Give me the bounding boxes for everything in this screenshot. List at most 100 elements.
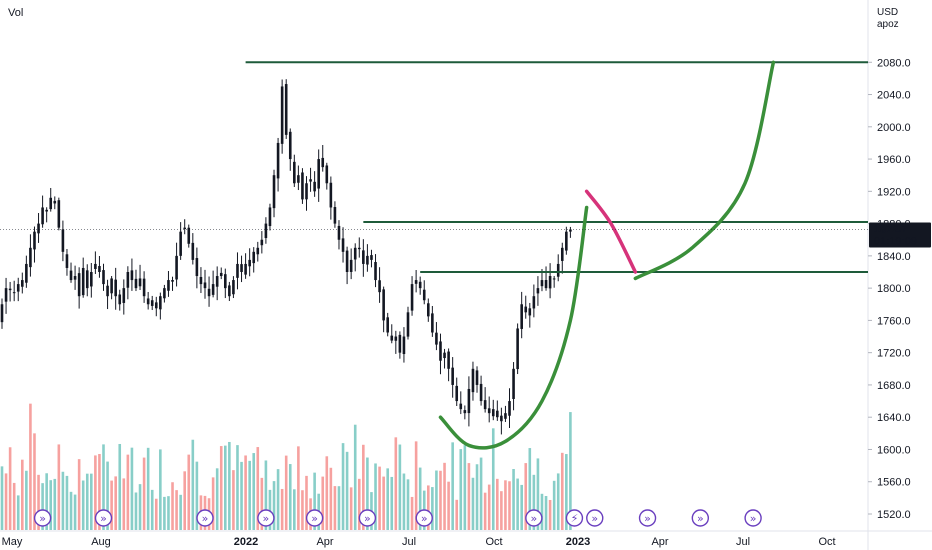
event-marker[interactable]: » (257, 509, 275, 527)
candle-body (25, 263, 28, 283)
event-marker-glyph: » (591, 512, 598, 525)
horizontal-levels[interactable] (245, 61, 868, 273)
event-marker[interactable]: » (586, 509, 604, 527)
volume-bar (49, 480, 53, 530)
event-marker-circle (744, 509, 762, 527)
event-marker-circle (358, 509, 377, 527)
candle-body (508, 401, 511, 416)
candle-body (276, 142, 280, 179)
event-marker[interactable]: » (196, 509, 214, 527)
volume-bar (232, 470, 235, 530)
candle-body (532, 296, 536, 309)
volume-bar (191, 439, 195, 530)
volume-bar (118, 443, 122, 530)
candle-body (443, 352, 446, 359)
volume-bar (333, 486, 337, 530)
candle-body (301, 172, 304, 200)
volume-bar (16, 495, 20, 530)
volume-bar (471, 477, 475, 530)
candle-body (41, 207, 44, 225)
time-tick-label: Oct (485, 536, 502, 548)
volume-bar (459, 449, 463, 530)
candle-body (163, 288, 166, 299)
price-tick-label: 2040.0 (877, 90, 911, 102)
candle-body (536, 288, 540, 294)
volume-bar (29, 403, 32, 530)
volume-bar (410, 496, 414, 530)
candle-body (309, 179, 312, 182)
event-marker-glyph: » (39, 512, 46, 525)
event-marker-circle (94, 509, 113, 527)
cup-curve[interactable] (438, 205, 589, 450)
event-marker[interactable]: » (691, 509, 710, 527)
event-marker[interactable]: » (525, 509, 543, 527)
candle-body (333, 207, 337, 224)
time-tick-label: May (2, 536, 23, 548)
candle-body (317, 159, 320, 189)
event-marker-glyph: » (100, 512, 107, 525)
volume-bar (345, 451, 349, 530)
volume-bar (98, 454, 101, 530)
candle-body (414, 280, 418, 284)
last-price-badge: 1872.7 01:19:09 (869, 222, 931, 248)
candle-body (451, 367, 454, 385)
time-axis[interactable]: May Aug 2022 Apr Jul Oct 2023 Apr Jul Oct (2, 536, 836, 548)
candle-body (183, 227, 186, 230)
plot-area[interactable] (0, 0, 868, 532)
volume-bar (211, 477, 215, 530)
volume-bar (288, 464, 292, 530)
volume-bar (374, 463, 377, 530)
event-marker[interactable]: » (305, 509, 324, 527)
candle-body (236, 263, 239, 278)
event-marker[interactable]: » (638, 509, 657, 527)
volume-bar (122, 478, 126, 530)
candle-body (382, 289, 385, 321)
event-marker-circle (196, 509, 214, 527)
candle-body (29, 247, 32, 268)
candle-body (85, 270, 89, 289)
candle-body (171, 279, 174, 282)
volume-bar (244, 455, 247, 530)
candle-body (215, 276, 219, 287)
candle-body (390, 335, 394, 341)
event-marker[interactable]: ⚡ (565, 509, 584, 527)
volume-bar (85, 473, 89, 530)
event-marker[interactable]: » (33, 509, 52, 527)
volume-bar (150, 489, 154, 530)
handle-curve[interactable] (584, 189, 638, 274)
price-tick-label: 1640.0 (877, 412, 911, 424)
candle-body (240, 264, 243, 272)
time-tick-label: Apr (651, 536, 668, 548)
candle-body (207, 288, 211, 297)
event-marker[interactable]: » (358, 509, 377, 527)
volume-bar (41, 483, 44, 530)
candle-body (90, 272, 93, 287)
event-marker-circle (525, 509, 543, 527)
event-marker[interactable]: » (94, 509, 113, 527)
event-markers[interactable]: » » » » » » » » ⚡ » » » » (33, 509, 762, 527)
price-axis[interactable]: 2080.02040.02000.01960.01920.01880.01840… (868, 57, 911, 521)
volume-bar (313, 472, 316, 530)
event-marker[interactable]: » (744, 509, 762, 527)
candle-body (167, 280, 170, 291)
candle-body (256, 247, 260, 255)
drawn-curves[interactable] (438, 60, 776, 450)
volume-bar (219, 446, 223, 530)
time-tick-label: Oct (818, 536, 835, 548)
candle-body (264, 223, 268, 239)
volume-bar (451, 442, 454, 530)
bar-countdown: 01:19:09 (874, 235, 917, 247)
candle-body (16, 284, 20, 292)
volume-bar (130, 447, 134, 530)
breakout-curve[interactable] (633, 60, 776, 281)
volume-bar (138, 484, 142, 530)
time-tick-label: Apr (316, 536, 333, 548)
candle-body (272, 175, 276, 209)
volume-bar (126, 454, 130, 530)
candle-body (77, 273, 81, 297)
volume-bar (439, 470, 442, 530)
event-marker[interactable]: » (415, 509, 433, 527)
volume-bar (81, 480, 85, 530)
